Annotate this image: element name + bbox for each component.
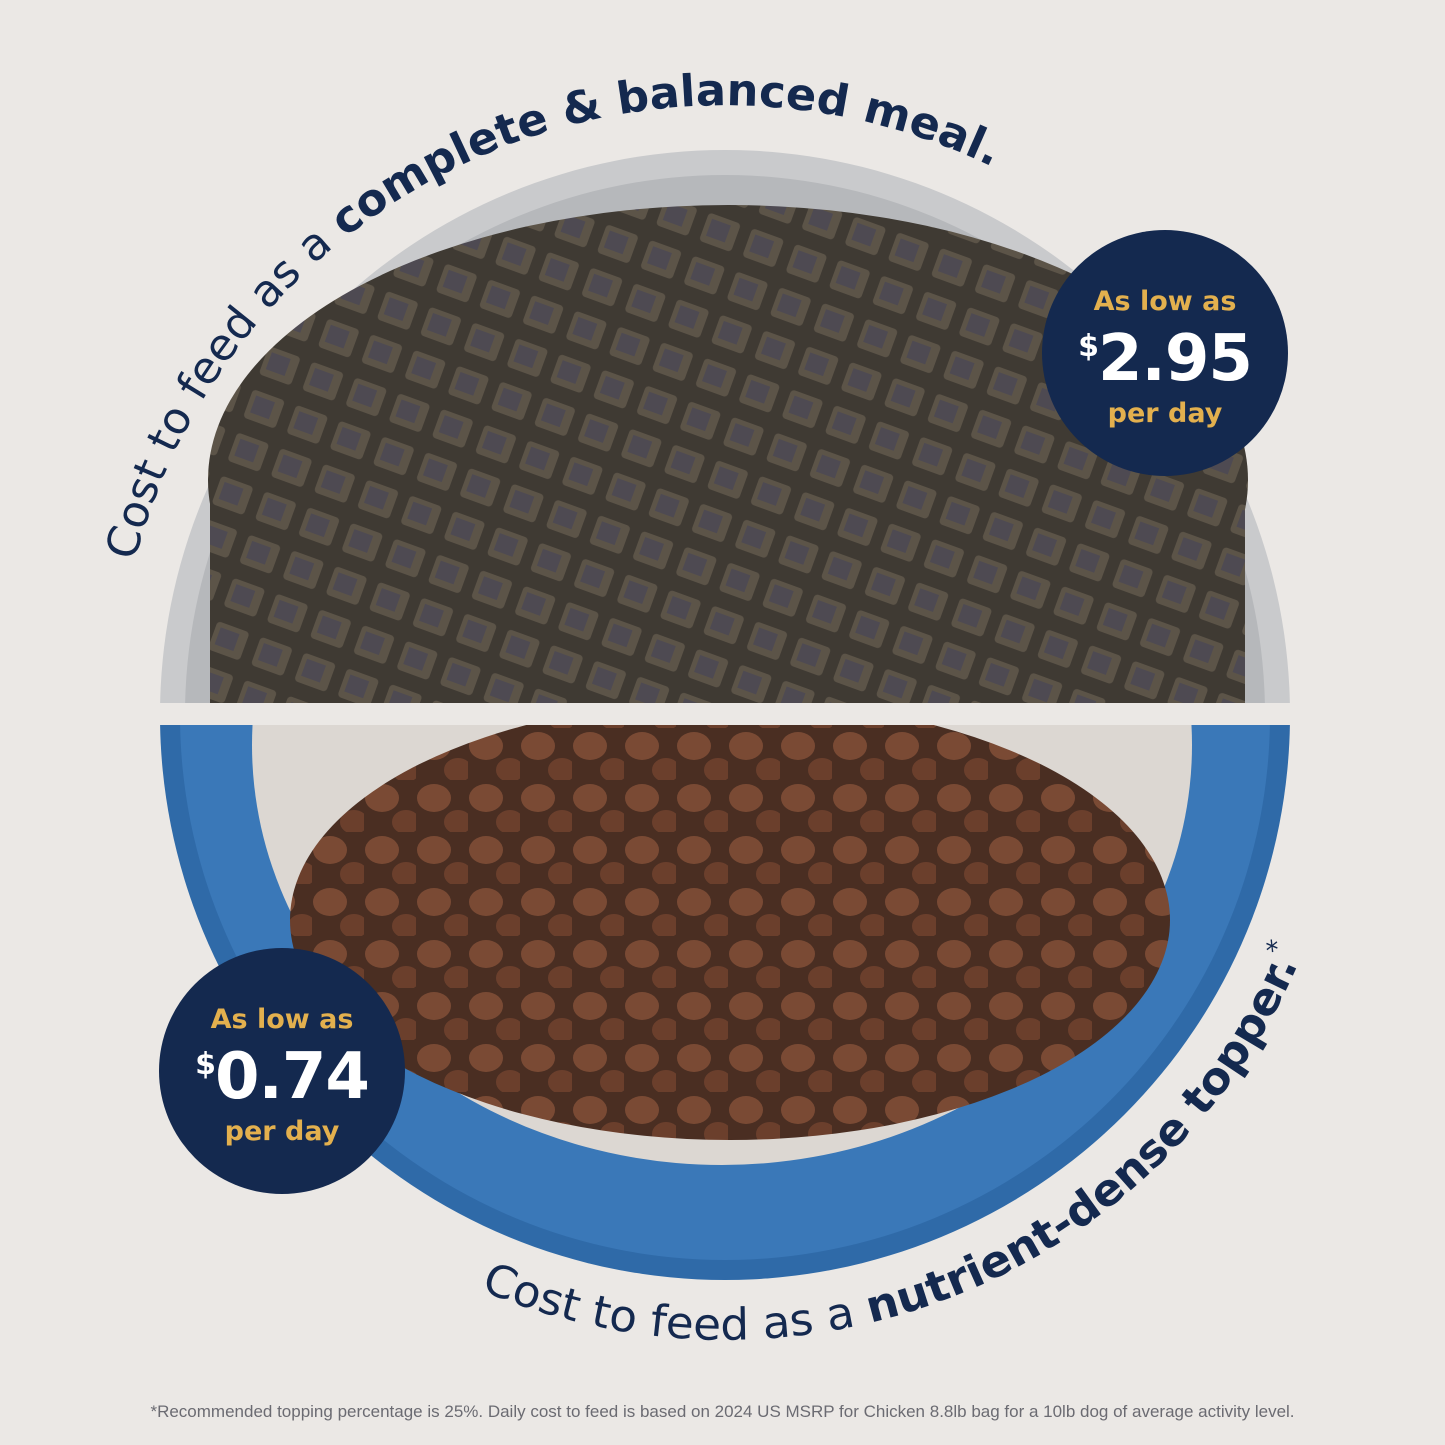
- badge-unit: per day: [224, 1116, 340, 1147]
- topper-price-badge: As low as $0.74 per day: [159, 948, 405, 1194]
- badge-label: As low as: [210, 1004, 354, 1035]
- footnote: *Recommended topping percentage is 25%. …: [150, 1402, 1295, 1421]
- topper-bowl: [160, 725, 1290, 1280]
- full-meal-price-badge: As low as $2.95 per day: [1042, 230, 1288, 476]
- full-meal-bowl: [160, 150, 1290, 703]
- badge-label: As low as: [1093, 286, 1237, 317]
- badge-unit: per day: [1107, 398, 1223, 429]
- badge-price: $0.74: [195, 1040, 370, 1114]
- badge-price: $2.95: [1078, 322, 1253, 396]
